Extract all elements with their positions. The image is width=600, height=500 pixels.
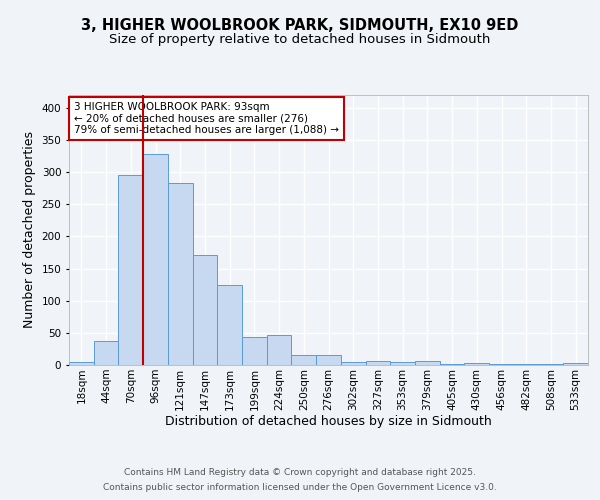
Bar (539, 364, 563, 365)
Bar (168, 183, 193, 365)
Text: Contains public sector information licensed under the Open Government Licence v3: Contains public sector information licen… (103, 483, 497, 492)
Bar (242, 338, 267, 365)
Bar (440, 364, 464, 365)
Bar (563, 363, 588, 365)
Bar (217, 284, 242, 365)
Bar (94, 340, 118, 365)
Bar (267, 336, 292, 365)
Bar (341, 362, 365, 365)
Bar (143, 154, 168, 365)
Bar (69, 362, 94, 365)
Text: 3, HIGHER WOOLBROOK PARK, SIDMOUTH, EX10 9ED: 3, HIGHER WOOLBROOK PARK, SIDMOUTH, EX10… (82, 18, 518, 32)
Bar (415, 361, 440, 365)
Y-axis label: Number of detached properties: Number of detached properties (23, 132, 36, 328)
Text: 3 HIGHER WOOLBROOK PARK: 93sqm
← 20% of detached houses are smaller (276)
79% of: 3 HIGHER WOOLBROOK PARK: 93sqm ← 20% of … (74, 102, 339, 135)
Text: Size of property relative to detached houses in Sidmouth: Size of property relative to detached ho… (109, 32, 491, 46)
Bar (118, 176, 143, 365)
Bar (390, 362, 415, 365)
Bar (316, 354, 341, 365)
Bar (193, 255, 217, 365)
X-axis label: Distribution of detached houses by size in Sidmouth: Distribution of detached houses by size … (165, 416, 492, 428)
Bar (489, 364, 514, 365)
Bar (292, 356, 316, 365)
Bar (365, 361, 390, 365)
Bar (464, 363, 489, 365)
Text: Contains HM Land Registry data © Crown copyright and database right 2025.: Contains HM Land Registry data © Crown c… (124, 468, 476, 477)
Bar (514, 364, 539, 365)
